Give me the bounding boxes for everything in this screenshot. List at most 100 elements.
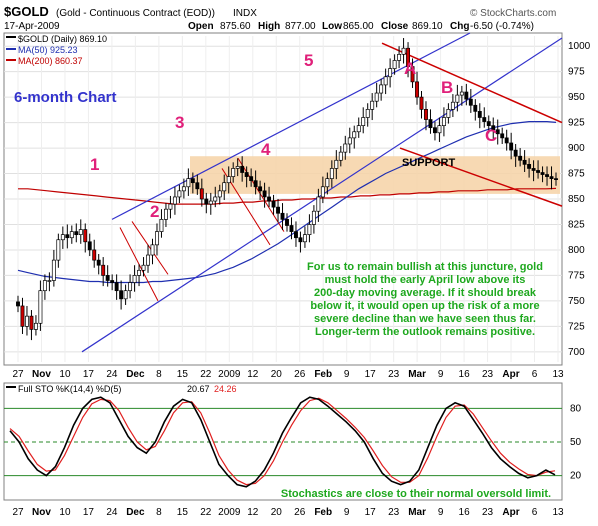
close-value: 869.10	[412, 21, 443, 32]
candle-body	[114, 282, 119, 292]
wave-5-label: 5	[304, 51, 313, 70]
candle-body	[137, 269, 141, 276]
sto-x-tick-label: 10	[59, 507, 71, 518]
stochastic-legend: Full STO %K(14,4) %D(5) 20.67 24.26	[6, 384, 237, 394]
sto-legend-swatch	[6, 386, 16, 388]
candle-body	[450, 101, 455, 110]
candle-body	[208, 200, 213, 205]
chg-value: -6.50 (-0.74%)	[470, 21, 534, 32]
ma200-path	[18, 187, 557, 205]
wave-3-label: 3	[175, 113, 184, 132]
sto-x-tick-label: 9	[344, 507, 350, 518]
sto-x-tick-label: 26	[294, 507, 306, 518]
sto-x-tick-label: 2009	[218, 507, 241, 518]
high-label: High	[258, 21, 280, 32]
letter-a-label: A	[404, 59, 416, 78]
x-tick-label: Apr	[502, 369, 519, 380]
wave-2-label: 2	[150, 202, 159, 221]
price-candles	[16, 38, 558, 341]
sto-y-tick-label: 80	[570, 403, 582, 414]
candle-body	[204, 198, 209, 205]
candle-body	[370, 100, 375, 110]
price-y-axis: 700 725 750 775 800 825 850 875 900 925 950 975 1000	[568, 41, 591, 358]
candle-body	[522, 159, 527, 165]
comment-line-2: must hold the early April low above its	[325, 274, 526, 286]
candle-body	[289, 225, 294, 232]
candle-body	[213, 196, 218, 202]
candle-body	[60, 234, 65, 241]
candle-body	[87, 241, 92, 251]
candle-body	[276, 206, 280, 214]
candle-body	[455, 94, 460, 103]
sto-x-tick-label: Nov	[32, 507, 51, 518]
sto-x-tick-label: Dec	[126, 507, 145, 518]
price-y-tick-label: 900	[568, 143, 585, 154]
sto-x-tick-label: Feb	[314, 507, 332, 518]
candle-body	[549, 176, 554, 179]
candle-body	[181, 186, 186, 192]
candle-body	[159, 219, 164, 232]
x-tick-label: 2009	[218, 369, 241, 380]
stochastic-x-axis: 27 Nov 10 17 24 Dec 8 15 22 2009 12 20 26 Feb 9 17 23 Mar…	[12, 507, 564, 518]
legend-ma50-swatch	[6, 48, 16, 50]
candle-body	[316, 196, 321, 212]
candle-body	[235, 166, 240, 169]
candle-body	[177, 190, 182, 198]
candle-body	[199, 188, 204, 200]
candle-body	[374, 92, 379, 102]
candle-body	[513, 149, 518, 157]
sto-x-tick-label: 9	[438, 507, 444, 518]
candle-body	[540, 172, 545, 175]
price-y-tick-label: 950	[568, 92, 585, 103]
price-y-tick-label: 975	[568, 67, 585, 78]
candle-body	[473, 104, 478, 112]
comment-line-3: 200-day moving average. If it should bre…	[314, 287, 537, 299]
candle-body	[119, 290, 124, 300]
candle-body	[244, 172, 249, 177]
brand-watermark: © StockCharts.com	[470, 8, 556, 19]
chg-label: Chg	[450, 21, 469, 32]
sto-x-tick-label: 8	[156, 507, 162, 518]
candle-body	[388, 68, 393, 78]
downtrend-lower-line	[399, 147, 563, 207]
candle-body	[217, 190, 222, 198]
stochastic-gridlines	[4, 407, 562, 477]
candle-body	[33, 322, 38, 330]
candle-body	[401, 47, 406, 55]
candle-body	[468, 98, 473, 106]
sto-x-tick-label: 24	[106, 507, 118, 518]
x-tick-label: Nov	[32, 369, 51, 380]
x-tick-label: 16	[459, 369, 471, 380]
candle-body	[141, 264, 146, 271]
stochastic-comment: Stochastics are close to their normal ov…	[281, 488, 551, 500]
sto-y-tick-label: 50	[570, 437, 582, 448]
candle-body	[96, 259, 101, 266]
stochastic-k-line	[9, 396, 556, 488]
candle-body	[20, 305, 25, 327]
x-tick-label: 27	[12, 369, 24, 380]
candle-body	[509, 142, 514, 151]
x-tick-label: Feb	[314, 369, 332, 380]
price-y-tick-label: 825	[568, 219, 585, 230]
price-y-tick-label: 725	[568, 321, 585, 332]
price-y-tick-label: 925	[568, 118, 585, 129]
candle-body	[56, 239, 61, 261]
candle-body	[311, 210, 316, 225]
comment-line-6: Longer-term the outlook remains positive…	[315, 326, 535, 338]
close-label: Close	[381, 21, 409, 32]
price-y-tick-label: 775	[568, 270, 585, 281]
candle-body	[504, 137, 509, 144]
candle-body	[338, 151, 343, 161]
candle-body	[280, 212, 285, 220]
low-label: Low	[322, 21, 342, 32]
wave-4-label: 4	[261, 140, 271, 159]
comment-line-1: For us to remain bullish at this junctur…	[307, 261, 543, 273]
candle-body	[105, 275, 110, 281]
open-value: 875.60	[220, 21, 251, 32]
candle-body	[78, 229, 83, 236]
candle-body	[527, 164, 532, 169]
high-value: 877.00	[285, 21, 316, 32]
candle-body	[146, 254, 150, 266]
candle-body	[428, 119, 433, 129]
price-y-tick-label: 1000	[568, 41, 591, 52]
